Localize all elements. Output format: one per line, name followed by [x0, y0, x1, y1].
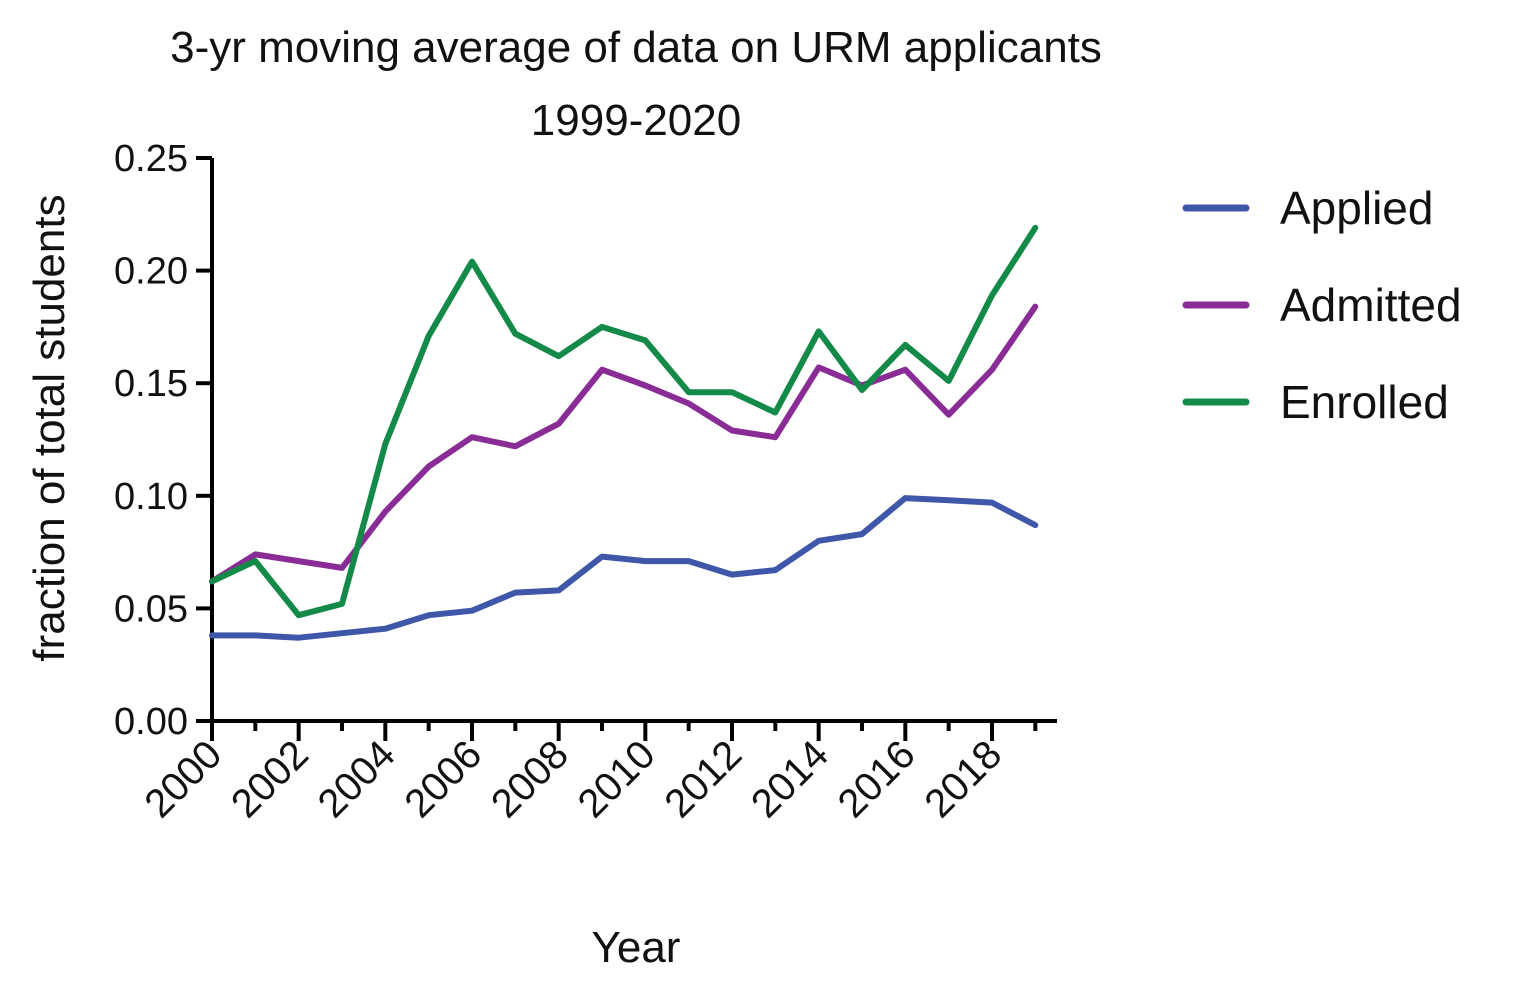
- chart-title-line-1: 3-yr moving average of data on URM appli…: [170, 23, 1102, 72]
- x-tick-label: 2010: [570, 732, 664, 826]
- y-tick-label: 0.05: [114, 588, 188, 630]
- x-tick-label: 2016: [830, 732, 924, 826]
- legend: Applied Admitted Enrolled: [1182, 182, 1462, 428]
- chart-title-line-2: 1999-2020: [531, 96, 741, 145]
- legend-label-admitted: Admitted: [1280, 279, 1462, 331]
- x-tick-label: 2014: [743, 732, 837, 826]
- y-tick-label: 0.20: [114, 251, 188, 293]
- series-lines: [209, 224, 1039, 641]
- x-axis-title: Year: [592, 923, 681, 972]
- y-tick-label: 0.00: [114, 701, 188, 743]
- legend-label-enrolled: Enrolled: [1280, 376, 1449, 428]
- y-tick-label: 0.15: [114, 363, 188, 405]
- y-tick-label: 0.25: [114, 138, 188, 180]
- x-tick-label: 2004: [310, 732, 404, 826]
- axes: 0.00 0.05 0.10 0.15 0.20 0.25 2000200220042006…: [114, 138, 1057, 826]
- y-axis-title: fraction of total students: [25, 194, 74, 661]
- x-tick-label: 2000: [136, 732, 230, 826]
- series-line-enrolled: [209, 224, 1039, 619]
- y-tick-label: 0.10: [114, 476, 188, 518]
- series-line-applied: [209, 495, 1039, 641]
- legend-label-applied: Applied: [1280, 182, 1433, 234]
- x-tick-label: 2006: [396, 732, 490, 826]
- x-tick-label: 2002: [223, 732, 317, 826]
- x-tick-label: 2008: [483, 732, 577, 826]
- x-tick-label: 2012: [656, 732, 750, 826]
- series-line-admitted: [209, 303, 1039, 585]
- x-tick-label: 2018: [916, 732, 1010, 826]
